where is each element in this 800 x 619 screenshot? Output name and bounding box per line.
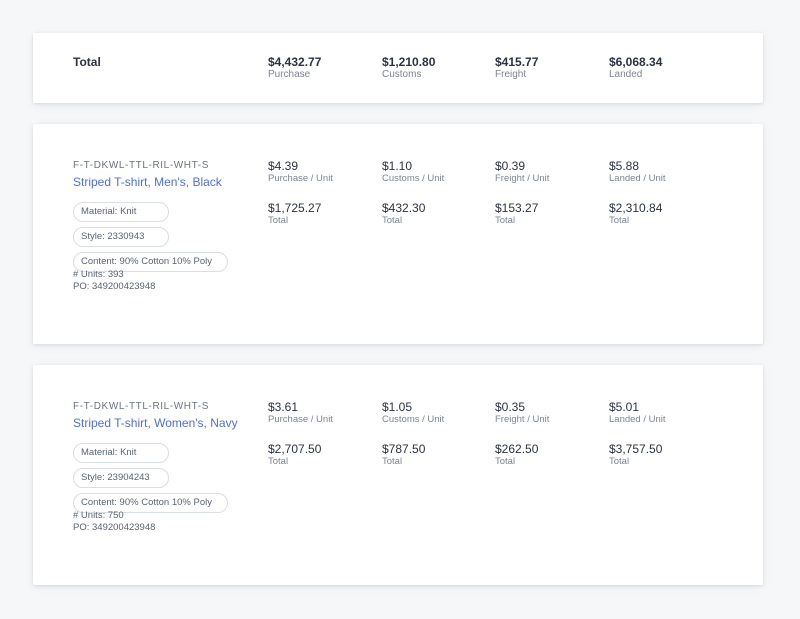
freight-total-value: $153.27 <box>495 201 539 215</box>
material-tag: Material: Knit <box>73 443 169 463</box>
freight-per-unit-label: Freight / Unit <box>495 173 550 184</box>
purchase-per-unit-value: $3.61 <box>268 400 299 414</box>
landed-total-label: Total <box>609 215 630 226</box>
customs-per-unit-label: Customs / Unit <box>382 414 445 425</box>
total-customs-value: $1,210.80 <box>382 55 436 69</box>
landed-per-unit: $5.01 Landed / Unit <box>609 400 666 425</box>
landed-per-unit-label: Landed / Unit <box>609 173 666 184</box>
freight-per-unit: $0.39 Freight / Unit <box>495 159 549 184</box>
purchase-per-unit: $3.61 Purchase / Unit <box>268 400 333 425</box>
item-tags: Material: Knit Style: 2330943 Content: 9… <box>73 194 253 272</box>
customs-total-value: $787.50 <box>382 442 426 456</box>
purchase-total-value: $1,725.27 <box>268 201 322 215</box>
freight-total: $262.50 Total <box>495 442 538 467</box>
purchase-total-value: $2,707.50 <box>268 442 322 456</box>
freight-per-unit-value: $0.35 <box>495 400 526 414</box>
total-freight: $415.77 Freight <box>495 55 538 81</box>
total-landed: $6,068.34 Landed <box>609 55 662 81</box>
customs-per-unit: $1.05 Customs / Unit <box>382 400 444 425</box>
content-tag: Content: 90% Cotton 10% Poly <box>73 252 228 272</box>
customs-per-unit: $1.10 Customs / Unit <box>382 159 444 184</box>
total-customs-label: Customs <box>382 69 422 80</box>
landed-total-value: $2,310.84 <box>609 201 663 215</box>
item-info: F-T-DKWL-TTL-RIL-WHT-S Striped T-shirt, … <box>73 160 253 293</box>
customs-per-unit-value: $1.10 <box>382 159 413 173</box>
freight-per-unit: $0.35 Freight / Unit <box>495 400 549 425</box>
purchase-per-unit-label: Purchase / Unit <box>268 173 333 184</box>
landed-per-unit-label: Landed / Unit <box>609 414 666 425</box>
total-freight-label: Freight <box>495 69 527 80</box>
purchase-per-unit-label: Purchase / Unit <box>268 414 333 425</box>
item-po: PO: 349200423948 <box>73 522 156 533</box>
customs-total-label: Total <box>382 215 403 226</box>
landed-total-value: $3,757.50 <box>609 442 663 456</box>
item-info: F-T-DKWL-TTL-RIL-WHT-S Striped T-shirt, … <box>73 401 253 534</box>
purchase-total: $1,725.27 Total <box>268 201 321 226</box>
purchase-per-unit: $4.39 Purchase / Unit <box>268 159 333 184</box>
total-purchase-value: $4,432.77 <box>268 55 322 69</box>
total-freight-value: $415.77 <box>495 55 539 69</box>
customs-total: $787.50 Total <box>382 442 425 467</box>
customs-total: $432.30 Total <box>382 201 425 226</box>
purchase-total-label: Total <box>268 215 289 226</box>
totals-card: Total $4,432.77 Purchase $1,210.80 Custo… <box>33 33 763 103</box>
customs-per-unit-value: $1.05 <box>382 400 413 414</box>
style-tag: Style: 2330943 <box>73 227 169 247</box>
item-units: # Units: 750 <box>73 510 124 521</box>
freight-per-unit-label: Freight / Unit <box>495 414 550 425</box>
total-purchase: $4,432.77 Purchase <box>268 55 321 81</box>
style-tag: Style: 23904243 <box>73 468 169 488</box>
purchase-total-label: Total <box>268 456 289 467</box>
total-purchase-label: Purchase <box>268 69 311 80</box>
item-po: PO: 349200423948 <box>73 281 156 292</box>
item-units: # Units: 393 <box>73 269 124 280</box>
freight-total-label: Total <box>495 215 516 226</box>
item-sku: F-T-DKWL-TTL-RIL-WHT-S <box>73 401 209 412</box>
material-tag: Material: Knit <box>73 202 169 222</box>
item-sku: F-T-DKWL-TTL-RIL-WHT-S <box>73 160 209 171</box>
content-tag: Content: 90% Cotton 10% Poly <box>73 493 228 513</box>
item-tags: Material: Knit Style: 23904243 Content: … <box>73 435 253 513</box>
total-customs: $1,210.80 Customs <box>382 55 435 81</box>
customs-per-unit-label: Customs / Unit <box>382 173 445 184</box>
item-card: F-T-DKWL-TTL-RIL-WHT-S Striped T-shirt, … <box>33 124 763 344</box>
purchase-per-unit-value: $4.39 <box>268 159 299 173</box>
landed-per-unit-value: $5.01 <box>609 400 640 414</box>
freight-total-label: Total <box>495 456 516 467</box>
item-name-link[interactable]: Striped T-shirt, Men's, Black <box>73 175 222 189</box>
landed-total: $3,757.50 Total <box>609 442 662 467</box>
landed-total: $2,310.84 Total <box>609 201 662 226</box>
total-landed-label: Landed <box>609 69 643 80</box>
customs-total-value: $432.30 <box>382 201 426 215</box>
total-landed-value: $6,068.34 <box>609 55 663 69</box>
total-title: Total <box>73 55 101 69</box>
freight-per-unit-value: $0.39 <box>495 159 526 173</box>
customs-total-label: Total <box>382 456 403 467</box>
item-name-link[interactable]: Striped T-shirt, Women's, Navy <box>73 416 238 430</box>
landed-per-unit: $5.88 Landed / Unit <box>609 159 666 184</box>
purchase-total: $2,707.50 Total <box>268 442 321 467</box>
freight-total-value: $262.50 <box>495 442 539 456</box>
landed-per-unit-value: $5.88 <box>609 159 640 173</box>
landed-total-label: Total <box>609 456 630 467</box>
freight-total: $153.27 Total <box>495 201 538 226</box>
item-card: F-T-DKWL-TTL-RIL-WHT-S Striped T-shirt, … <box>33 365 763 585</box>
